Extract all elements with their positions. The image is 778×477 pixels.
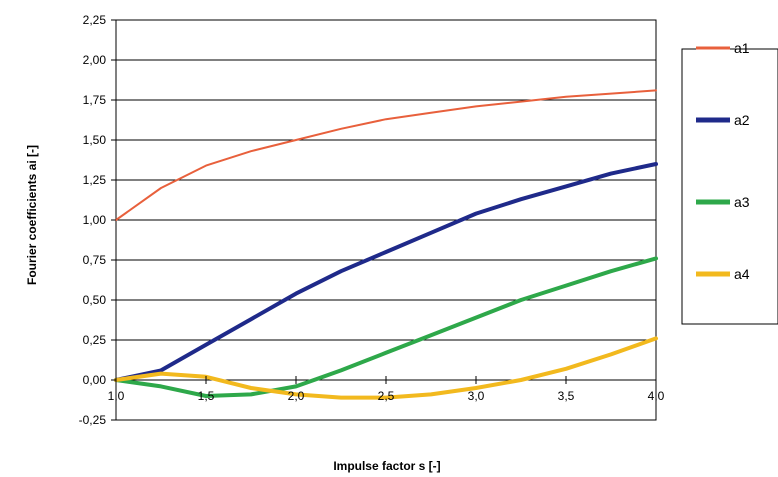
y-tick-label: 1,50 <box>83 133 107 147</box>
y-axis-title: Fourier coefficients ai [-] <box>25 145 39 285</box>
y-tick-label: 2,25 <box>83 13 107 27</box>
series-line-a1 <box>115 89 657 221</box>
series-line-a3 <box>114 256 658 398</box>
y-tick-label: 1,25 <box>83 173 107 187</box>
y-tick-label: 0,50 <box>83 293 107 307</box>
series-group <box>114 89 658 400</box>
grid <box>116 19 656 421</box>
legend-label-a4: a4 <box>734 266 750 282</box>
legend-box <box>681 48 778 325</box>
x-tick-label: 2,0 <box>288 389 305 403</box>
y-tick-label: -0,25 <box>79 413 107 427</box>
y-axis-ticks: -0,25 0,00 0,25 0,50 0,75 1,00 1,25 1,50 1,75 2,0… <box>79 13 116 427</box>
x-tick-label: 3,0 <box>468 389 485 403</box>
y-tick-label: 1,00 <box>83 213 107 227</box>
x-axis-ticks: 1,0 1,5 2,0 2,5 3,0 3,5 4,0 <box>108 376 665 403</box>
series-line-a2 <box>114 162 658 382</box>
y-tick-label: 0,25 <box>83 333 107 347</box>
legend-label-a2: a2 <box>734 112 750 128</box>
y-tick-label: 0,75 <box>83 253 107 267</box>
x-tick-label: 3,5 <box>558 389 575 403</box>
x-tick-label: 2,5 <box>378 389 395 403</box>
x-tick-label: 1,5 <box>198 389 215 403</box>
x-tick-label: 4,0 <box>648 389 665 403</box>
x-tick-label: 1,0 <box>108 389 125 403</box>
y-tick-label: 0,00 <box>83 373 107 387</box>
legend-label-a1: a1 <box>734 40 750 56</box>
y-tick-label: 1,75 <box>83 93 107 107</box>
x-axis-title: Impulse factor s [-] <box>333 459 440 473</box>
legend: a1 a2 a3 a4 <box>681 40 778 325</box>
y-tick-label: 2,00 <box>83 53 107 67</box>
legend-label-a3: a3 <box>734 194 750 210</box>
